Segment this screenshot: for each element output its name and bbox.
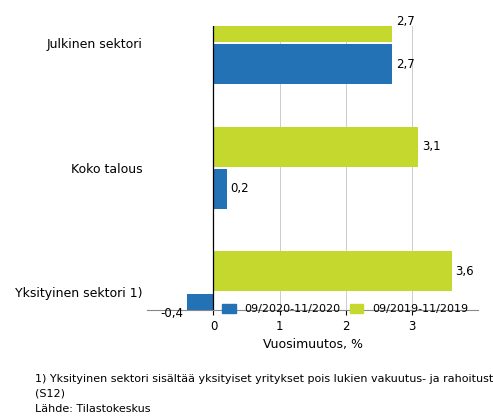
Text: 3,1: 3,1 [423, 140, 441, 153]
Text: Lähde: Tilastokeskus: Lähde: Tilastokeskus [35, 404, 150, 414]
Bar [213, 169, 227, 209]
Bar [213, 126, 419, 166]
Legend: 09/2020-11/2020, 09/2019-11/2019: 09/2020-11/2020, 09/2019-11/2019 [218, 299, 472, 319]
Text: 2,7: 2,7 [396, 58, 415, 71]
X-axis label: Vuosimuutos, %: Vuosimuutos, % [263, 338, 363, 351]
Text: 0,2: 0,2 [231, 183, 249, 196]
Bar [213, 251, 452, 291]
Text: 2,7: 2,7 [396, 15, 415, 28]
Text: 3,6: 3,6 [456, 265, 474, 277]
Bar [213, 45, 392, 84]
Text: -0,4: -0,4 [160, 307, 183, 320]
Text: 1) Yksityinen sektori sisältää yksityiset yritykset pois lukien vakuutus- ja rah: 1) Yksityinen sektori sisältää yksityise… [35, 374, 493, 384]
Text: (S12): (S12) [35, 389, 65, 399]
Bar [213, 2, 392, 42]
Bar [187, 294, 213, 334]
